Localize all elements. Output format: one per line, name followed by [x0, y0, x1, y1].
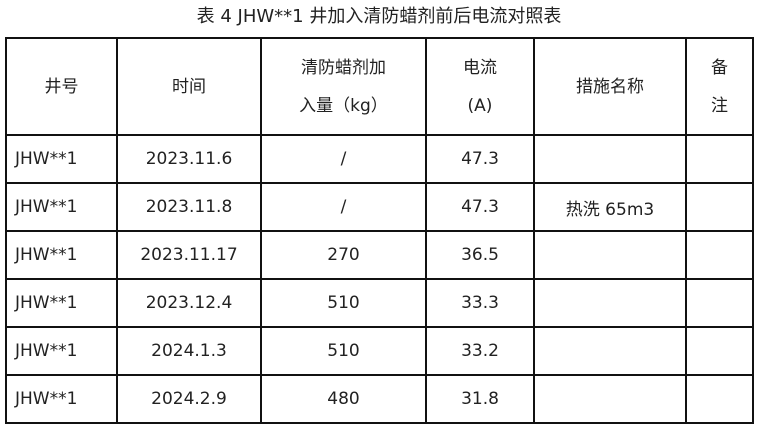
cell-time: 2024.1.3: [116, 326, 262, 376]
header-remark-line2: 注: [711, 95, 728, 116]
cell-well: JHW**1: [5, 134, 118, 184]
table-row: JHW**1 2023.12.4 510 33.3: [5, 278, 754, 328]
cell-remark: [685, 134, 754, 184]
cell-dose: /: [260, 134, 427, 184]
table-row: JHW**1 2023.11.17 270 36.5: [5, 230, 754, 280]
header-time: 时间: [116, 37, 262, 136]
header-row: 井号 时间 清防蜡剂加入量（kg） 电流 (A) 措施名称 备注: [5, 37, 754, 136]
cell-measure: [533, 374, 687, 424]
cell-dose: /: [260, 182, 427, 232]
cell-measure: [533, 230, 687, 280]
cell-remark: [685, 230, 754, 280]
cell-current: 36.5: [425, 230, 535, 280]
header-dose-line1: 清防蜡剂加: [301, 57, 386, 78]
cell-remark: [685, 326, 754, 376]
cell-measure: [533, 134, 687, 184]
header-current: 电流 (A): [425, 37, 535, 136]
header-well: 井号: [5, 37, 118, 136]
current-comparison-table: 井号 时间 清防蜡剂加 入量（kg） 电流 (A) 措施名称 备注 JHW**1 20…: [5, 37, 754, 424]
cell-measure: 热洗 65m3: [533, 182, 687, 232]
header-dose: 清防蜡剂加入量（kg）: [260, 37, 427, 136]
cell-measure: [533, 326, 687, 376]
table-row: JHW**1 2024.1.3 510 33.2: [5, 326, 754, 376]
table-caption: 表 4 JHW**1 井加入清防蜡剂前后电流对照表: [196, 6, 562, 27]
header-current-line1: 电流: [463, 57, 497, 78]
cell-well: JHW**1: [5, 374, 118, 424]
header-dose-line2: 入量（kg）: [299, 95, 388, 116]
cell-dose: 510: [260, 326, 427, 376]
cell-remark: [685, 374, 754, 424]
cell-well: JHW**1: [5, 182, 118, 232]
cell-well: JHW**1: [5, 230, 118, 280]
cell-current: 33.3: [425, 278, 535, 328]
cell-time: 2024.2.9: [116, 374, 262, 424]
cell-dose: 510: [260, 278, 427, 328]
cell-current: 33.2: [425, 326, 535, 376]
table-row: JHW**1 2023.11.6/47.3: [5, 134, 754, 184]
cell-current: 31.8: [425, 374, 535, 424]
table-row: JHW**1 2024.2.9 480 31.8: [5, 374, 754, 424]
header-remark-line1: 备: [711, 57, 728, 78]
cell-time: 2023.11.17: [116, 230, 262, 280]
cell-time: 2023.11.8: [116, 182, 262, 232]
table-row: JHW**1 2023.11.8/47.3 热洗 65m3: [5, 182, 754, 232]
cell-remark: [685, 182, 754, 232]
cell-well: JHW**1: [5, 278, 118, 328]
cell-measure: [533, 278, 687, 328]
cell-dose: 270: [260, 230, 427, 280]
cell-time: 2023.12.4: [116, 278, 262, 328]
cell-current: 47.3: [425, 134, 535, 184]
cell-current: 47.3: [425, 182, 535, 232]
header-remark: 备注: [685, 37, 754, 136]
cell-time: 2023.11.6: [116, 134, 262, 184]
header-measure: 措施名称: [533, 37, 687, 136]
cell-remark: [685, 278, 754, 328]
cell-dose: 480: [260, 374, 427, 424]
header-current-line2: (A): [467, 95, 493, 116]
cell-well: JHW**1: [5, 326, 118, 376]
